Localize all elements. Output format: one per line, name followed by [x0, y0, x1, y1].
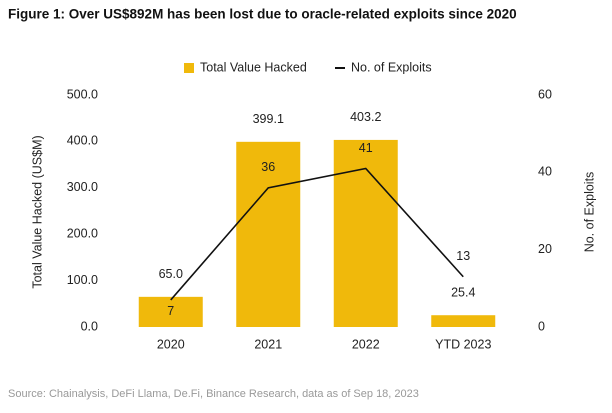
y2-tick-label: 20: [538, 242, 552, 256]
line-value-label: 41: [359, 141, 373, 155]
bar-value-label: 403.2: [350, 110, 381, 124]
bar-value-label: 399.1: [253, 112, 284, 126]
legend-swatch: [184, 63, 194, 73]
x-tick-label: 2020: [157, 337, 185, 351]
source-note: Source: Chainalysis, DeFi Llama, De.Fi, …: [8, 388, 419, 400]
line: [170, 167, 464, 301]
y2-tick-label: 0: [538, 319, 545, 333]
line-value-label: 36: [261, 160, 275, 174]
legend-label: No. of Exploits: [351, 60, 432, 74]
chart-title: Figure 1: Over US$892M has been lost due…: [8, 7, 517, 22]
y-tick-label: 400.0: [67, 134, 98, 148]
bar: [138, 296, 203, 327]
bar: [236, 141, 301, 327]
y-tick-label: 0.0: [81, 319, 98, 333]
y-tick-label: 300.0: [67, 180, 98, 194]
y2-tick-label: 40: [538, 165, 552, 179]
bar-value-label: 65.0: [159, 267, 183, 281]
bar: [333, 139, 398, 327]
bar-value-label: 25.4: [451, 286, 475, 300]
y2-axis-title: No. of Exploits: [582, 172, 596, 253]
legend-label: Total Value Hacked: [200, 60, 307, 74]
y-tick-label: 200.0: [67, 226, 98, 240]
line-value-label: 13: [456, 249, 470, 263]
bar: [431, 315, 496, 327]
x-tick-label: 2021: [254, 337, 282, 351]
x-tick-label: YTD 2023: [435, 337, 491, 351]
y2-tick-label: 60: [538, 87, 552, 101]
line-value-label: 7: [167, 304, 174, 318]
y-tick-label: 100.0: [67, 273, 98, 287]
y-axis-title: Total Value Hacked (US$M): [30, 135, 44, 288]
y-tick-label: 500.0: [67, 87, 98, 101]
x-tick-label: 2022: [352, 337, 380, 351]
